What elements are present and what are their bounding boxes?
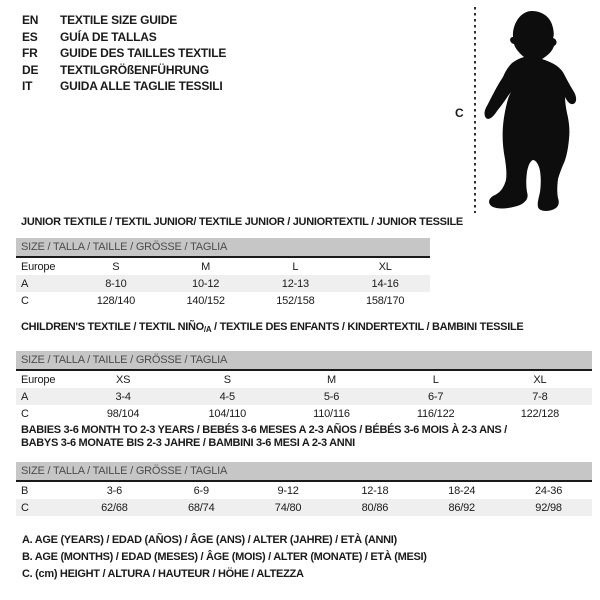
table-cell: 152/158 — [276, 294, 315, 307]
table-row: A 3-4 4-5 5-6 6-7 7-8 — [16, 388, 592, 405]
legend-notes: A. AGE (YEARS) / EDAD (AÑOS) / ÂGE (ANS)… — [22, 532, 427, 583]
row-label-cell: A — [21, 277, 29, 290]
table-cell: L — [292, 260, 299, 273]
table-row: A 8-10 10-12 12-13 14-16 — [16, 275, 430, 292]
children-size-table: Europe XS S M L XL A 3-4 4-5 5-6 6-7 7-8 C 98/104 104/… — [16, 371, 592, 422]
table-cell: 68/74 — [187, 501, 215, 514]
table-cell: 4-5 — [219, 390, 236, 403]
row-label-cell: A — [21, 390, 29, 403]
note-age-months: B. AGE (MONTHS) / EDAD (MESES) / ÂGE (MO… — [22, 551, 427, 563]
language-row-es: ES GUÍA DE TALLAS — [22, 29, 226, 46]
table-cell: 14-16 — [371, 277, 399, 290]
table-cell: 12-13 — [281, 277, 309, 290]
table-cell: 10-12 — [192, 277, 220, 290]
row-label-cell: Europe — [21, 260, 56, 273]
junior-size-bar: SIZE / TALLA / TAILLE / GRÖSSE / TAGLIA — [16, 238, 430, 256]
note-height-cm: C. (cm) HEIGHT / ALTURA / HAUTEUR / HÖHE… — [22, 568, 304, 580]
table-row: C 62/68 68/74 74/80 80/86 86/92 92/98 — [16, 499, 592, 516]
section-children-textile: CHILDREN'S TEXTILE / TEXTIL NIÑO/A / TEX… — [16, 321, 592, 422]
height-measure-dotted-line — [474, 7, 476, 213]
table-cell: 24-36 — [535, 484, 563, 497]
table-cell: XS — [115, 373, 131, 386]
table-row: B 3-6 6-9 9-12 12-18 18-24 24-36 — [16, 482, 592, 499]
children-section-heading: CHILDREN'S TEXTILE / TEXTIL NIÑO/A / TEX… — [16, 321, 592, 336]
language-row-fr: FR GUIDE DES TAILLES TEXTILE — [22, 45, 226, 62]
table-cell: 62/68 — [101, 501, 128, 514]
table-cell: 158/170 — [365, 294, 405, 307]
table-cell: S — [223, 373, 231, 386]
babies-size-table: B 3-6 6-9 9-12 12-18 18-24 24-36 C 62/68 68/74 74/… — [16, 482, 592, 516]
table-cell: 128/140 — [96, 294, 136, 307]
row-label-cell: C — [21, 407, 29, 420]
table-cell: L — [432, 373, 439, 386]
table-cell: 12-18 — [361, 484, 389, 497]
table-cell: 86/92 — [448, 501, 475, 514]
babies-section-heading-line2: BABYS 3-6 MONATE BIS 2-3 JAHRE / BAMBINI… — [21, 437, 355, 449]
language-title: TEXTILGRÖßENFÜHRUNG — [60, 62, 209, 77]
babies-size-bar: SIZE / TALLA / TAILLE / GRÖSSE / TAGLIA — [16, 462, 592, 480]
table-row: C 98/104 104/110 110/116 116/122 122/128 — [16, 405, 592, 422]
table-cell: 18-24 — [448, 484, 476, 497]
language-code: EN — [22, 13, 39, 27]
table-cell: S — [112, 260, 120, 273]
note-age-years: A. AGE (YEARS) / EDAD (AÑOS) / ÂGE (ANS)… — [22, 534, 397, 546]
divider-line — [16, 369, 592, 371]
table-cell: 92/98 — [535, 501, 562, 514]
table-cell: 7-8 — [532, 390, 548, 403]
language-title: GUIDA ALLE TAGLIE TESSILI — [60, 79, 223, 93]
table-cell: 74/80 — [274, 501, 302, 514]
children-heading-post: / TEXTILE DES ENFANTS / KINDERTEXTIL / B… — [211, 321, 524, 333]
language-title: GUIDE DES TAILLES TEXTILE — [60, 46, 227, 60]
table-cell: XL — [378, 260, 392, 273]
table-cell: 80/86 — [361, 501, 389, 514]
language-row-en: EN TEXTILE SIZE GUIDE — [22, 12, 226, 29]
table-cell: 6-9 — [193, 484, 210, 497]
table-row: Europe S M L XL — [16, 258, 430, 275]
table-cell: 98/104 — [106, 407, 140, 420]
table-cell: 3-4 — [115, 390, 131, 403]
junior-size-table: Europe S M L XL A 8-10 10-12 12-13 14-16 C 128/140 1… — [16, 258, 430, 309]
row-label-cell: C — [21, 501, 29, 514]
toddler-silhouette-image — [484, 11, 577, 211]
language-code: ES — [22, 29, 38, 44]
table-cell: 3-6 — [106, 484, 123, 497]
height-measure-label: C — [455, 106, 464, 120]
table-cell: 140/152 — [186, 294, 225, 307]
language-code: FR — [22, 46, 38, 60]
table-cell: 6-7 — [428, 390, 444, 403]
language-row-it: IT GUIDA ALLE TAGLIE TESSILI — [22, 78, 226, 95]
table-cell: 122/128 — [520, 407, 560, 420]
children-heading-pre: CHILDREN'S TEXTILE / TEXTIL NIÑO — [21, 321, 204, 333]
language-title: GUÍA DE TALLAS — [60, 29, 157, 44]
table-cell: 116/122 — [416, 407, 455, 420]
table-row: Europe XS S M L XL — [16, 371, 592, 388]
row-label-cell: Europe — [21, 373, 56, 386]
junior-section-heading: JUNIOR TEXTILE / TEXTIL JUNIOR/ TEXTILE … — [21, 216, 463, 228]
table-cell: 9-12 — [277, 484, 299, 497]
children-size-bar: SIZE / TALLA / TAILLE / GRÖSSE / TAGLIA — [16, 351, 592, 369]
table-cell: XL — [533, 373, 547, 386]
divider-line — [16, 480, 592, 482]
language-title-list: EN TEXTILE SIZE GUIDE ES GUÍA DE TALLAS … — [22, 12, 226, 95]
row-label-cell: B — [21, 484, 29, 497]
table-cell: 8-10 — [105, 277, 127, 290]
table-cell: M — [326, 373, 336, 386]
table-cell: 5-6 — [323, 390, 340, 403]
section-babies-textile: BABIES 3-6 MONTH TO 2-3 YEARS / BEBÉS 3-… — [16, 424, 592, 516]
language-title: TEXTILE SIZE GUIDE — [60, 13, 178, 27]
language-row-de: DE TEXTILGRÖßENFÜHRUNG — [22, 62, 226, 79]
language-code: DE — [22, 62, 39, 77]
row-label-cell: C — [21, 294, 29, 307]
children-heading-sub: /A — [203, 325, 212, 334]
divider-line — [16, 256, 430, 258]
table-cell: 110/116 — [313, 407, 350, 420]
table-cell: 104/110 — [208, 407, 247, 420]
table-cell: M — [201, 260, 211, 273]
babies-section-heading-line1: BABIES 3-6 MONTH TO 2-3 YEARS / BEBÉS 3-… — [21, 424, 507, 436]
table-row: C 128/140 140/152 152/158 158/170 — [16, 292, 430, 309]
section-junior-textile: JUNIOR TEXTILE / TEXTIL JUNIOR/ TEXTILE … — [16, 216, 463, 309]
language-code: IT — [22, 79, 33, 93]
